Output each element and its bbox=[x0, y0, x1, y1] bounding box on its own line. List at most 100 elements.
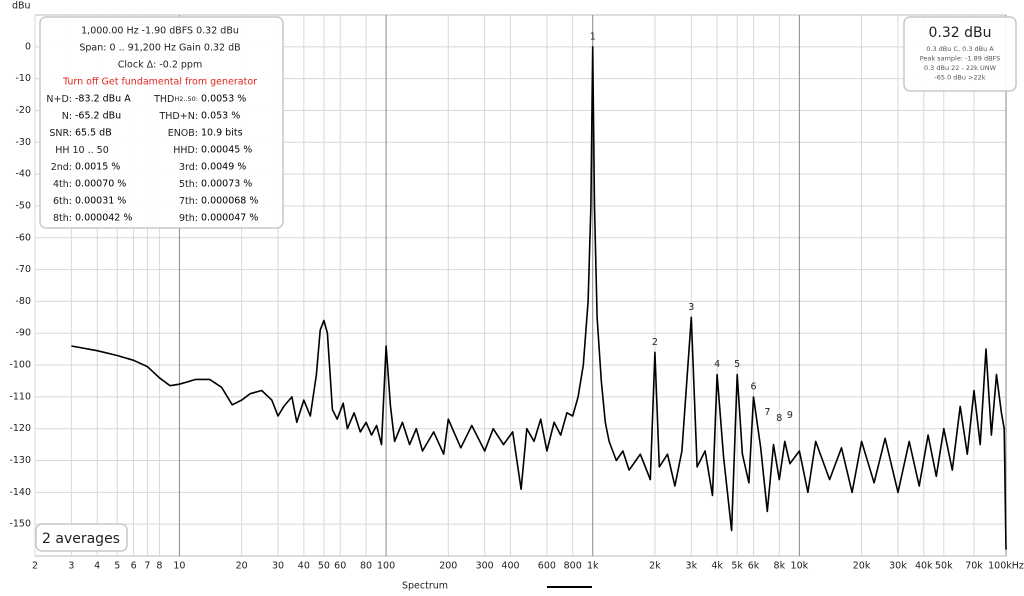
info-label-text: 4th: bbox=[53, 179, 72, 190]
info-value: 0.00073 % bbox=[201, 179, 252, 190]
info-label-text: 2nd: bbox=[51, 162, 72, 173]
x-tick-label: 60 bbox=[334, 561, 346, 572]
x-tick-label: 50 bbox=[318, 561, 330, 572]
harmonic-marker: 7 bbox=[764, 407, 770, 418]
info-label: 4th: bbox=[53, 179, 72, 190]
x-tick-label: 4 bbox=[94, 561, 100, 572]
y-tick-label: -130 bbox=[9, 455, 31, 466]
info-value: -65.2 dBu bbox=[75, 111, 121, 122]
y-tick-label: -60 bbox=[15, 232, 31, 243]
harmonic-marker: 3 bbox=[688, 302, 694, 313]
info-label-text: THD bbox=[153, 94, 174, 105]
harmonic-marker: 4 bbox=[714, 359, 720, 370]
x-tick-label: 6k bbox=[748, 561, 760, 572]
info-label: 2nd: bbox=[51, 162, 72, 173]
x-tick-label: 2 bbox=[32, 561, 38, 572]
legend-label: Spectrum bbox=[402, 581, 448, 592]
info-value: 0.00045 % bbox=[201, 145, 252, 156]
info-value: 0.00031 % bbox=[75, 196, 126, 207]
x-tick-label: 30k bbox=[889, 561, 907, 572]
info-label-text: N+D: bbox=[46, 94, 72, 105]
info-line: Span: 0 .. 91,200 Hz Gain 0.32 dB bbox=[79, 43, 240, 54]
x-tick-label: 4k bbox=[711, 561, 723, 572]
info-label-text: N: bbox=[62, 111, 72, 122]
x-tick-label: 7 bbox=[144, 561, 150, 572]
x-tick-label: 40k bbox=[915, 561, 933, 572]
info-label: N+D: bbox=[46, 94, 72, 105]
info-label: 7th: bbox=[179, 196, 198, 207]
info-label-text: 9th: bbox=[179, 213, 198, 224]
x-tick-label: 100kHz bbox=[988, 561, 1024, 572]
y-tick-label: -140 bbox=[9, 487, 31, 498]
y-tick-label: -150 bbox=[9, 519, 31, 530]
averages-box bbox=[35, 523, 128, 552]
x-tick-label: 20k bbox=[853, 561, 871, 572]
harmonic-marker: 9 bbox=[787, 410, 793, 421]
info-label: 6th: bbox=[53, 196, 72, 207]
x-tick-label: 400 bbox=[501, 561, 519, 572]
info-label-text: HH 10 .. 50 bbox=[55, 145, 109, 156]
info-label: ENOB: bbox=[168, 128, 198, 139]
y-tick-label: -40 bbox=[15, 169, 31, 180]
x-tick-label: 6 bbox=[131, 561, 137, 572]
info-label: 9th: bbox=[179, 213, 198, 224]
x-tick-label: 5 bbox=[114, 561, 120, 572]
y-tick-label: -120 bbox=[9, 423, 31, 434]
info-label-text: 7th: bbox=[179, 196, 198, 207]
info-label-text: 8th: bbox=[53, 213, 72, 224]
y-tick-label: 0 bbox=[25, 41, 31, 52]
x-tick-label: 70k bbox=[965, 561, 983, 572]
level-detail: -65.0 dBu >22k bbox=[934, 74, 985, 82]
info-value: 65.5 dB bbox=[75, 128, 112, 139]
info-value: -83.2 dBu A bbox=[75, 94, 131, 105]
info-label: THDH2..50: bbox=[153, 94, 198, 105]
info-value: 0.0053 % bbox=[201, 94, 246, 105]
info-label: THD+N: bbox=[158, 111, 198, 122]
info-label-text: THD+N: bbox=[158, 111, 198, 122]
info-value: 0.000047 % bbox=[201, 213, 258, 224]
x-tick-label: 600 bbox=[538, 561, 556, 572]
info-line: 1,000.00 Hz -1.90 dBFS 0.32 dBu bbox=[81, 26, 239, 37]
info-line: Clock Δ: -0.2 ppm bbox=[118, 60, 202, 71]
info-label-text: ENOB: bbox=[168, 128, 198, 139]
info-label-text: 6th: bbox=[53, 196, 72, 207]
x-tick-label: 3 bbox=[68, 561, 74, 572]
spectrum-line bbox=[71, 46, 1007, 550]
x-tick-label: 8k bbox=[774, 561, 786, 572]
x-tick-label: 300 bbox=[476, 561, 494, 572]
y-tick-label: -50 bbox=[15, 200, 31, 211]
x-tick-label: 100 bbox=[377, 561, 395, 572]
x-tick-label: 800 bbox=[564, 561, 582, 572]
x-tick-label: 10 bbox=[173, 561, 185, 572]
x-tick-label: 8 bbox=[156, 561, 162, 572]
grid bbox=[34, 15, 1007, 556]
level-detail: 0.3 dBu C, 0.3 dBu A bbox=[926, 45, 994, 53]
y-tick-label: -100 bbox=[9, 360, 31, 371]
y-tick-label: -70 bbox=[15, 264, 31, 275]
x-tick-label: 3k bbox=[686, 561, 698, 572]
info-value: 0.053 % bbox=[201, 111, 240, 122]
info-label: N: bbox=[62, 111, 72, 122]
info-label: 8th: bbox=[53, 213, 72, 224]
y-tick-label: -80 bbox=[15, 296, 31, 307]
x-tick-label: 2k bbox=[649, 561, 661, 572]
x-tick-label: 1k bbox=[587, 561, 599, 572]
level-detail: Peak sample: -1.89 dBFS bbox=[920, 55, 1001, 63]
x-tick-label: 10k bbox=[791, 561, 809, 572]
level-box bbox=[903, 16, 1017, 92]
info-value: 0.00070 % bbox=[75, 179, 126, 190]
info-label-text: SNR: bbox=[49, 128, 72, 139]
level-details: 0.3 dBu C, 0.3 dBu A Peak sample: -1.89 d… bbox=[920, 45, 1001, 82]
x-tick-label: 80 bbox=[360, 561, 372, 572]
x-tick-label: 20 bbox=[236, 561, 248, 572]
info-value: 10.9 bits bbox=[201, 128, 243, 139]
harmonic-marker: 2 bbox=[652, 337, 658, 348]
x-tick-label: 5k bbox=[731, 561, 743, 572]
harmonic-marker: 5 bbox=[734, 359, 740, 370]
info-label-text: 5th: bbox=[179, 179, 198, 190]
y-tick-label: -20 bbox=[15, 105, 31, 116]
info-label: 5th: bbox=[179, 179, 198, 190]
info-value: 0.000068 % bbox=[201, 196, 258, 207]
x-tick-label: 30 bbox=[272, 561, 284, 572]
